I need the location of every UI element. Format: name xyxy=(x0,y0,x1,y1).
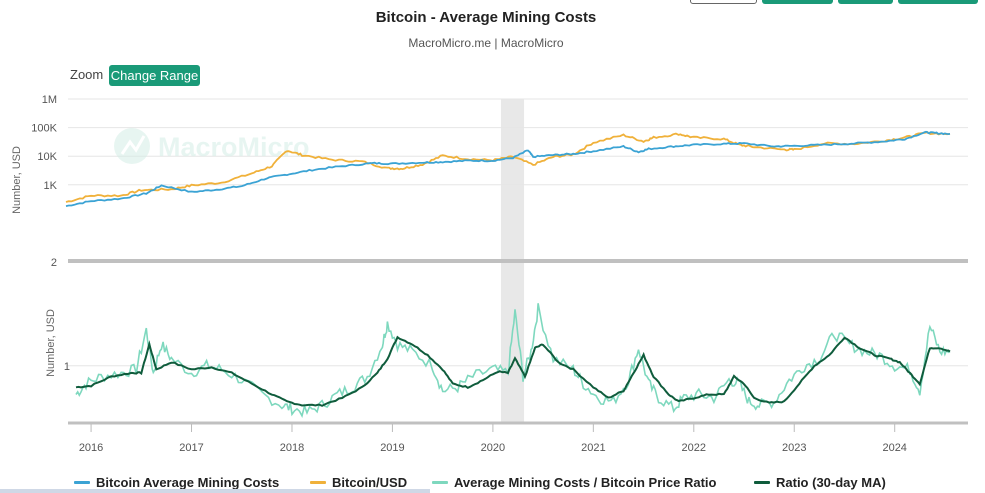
series-line-btc-usd xyxy=(65,131,951,203)
x-tick-label: 2023 xyxy=(782,442,806,454)
legend-label: Bitcoin Average Mining Costs xyxy=(96,475,280,490)
series-line-mining-costs xyxy=(65,130,951,207)
legend-label: Average Mining Costs / Bitcoin Price Rat… xyxy=(454,475,717,490)
y-tick-label: 100K xyxy=(31,123,57,135)
series-line-ratio-ma xyxy=(75,335,951,407)
toolbar-button-outline[interactable] xyxy=(690,0,757,4)
scrollbar-strip[interactable] xyxy=(0,489,430,493)
legend-label: Bitcoin/USD xyxy=(332,475,408,490)
y-tick-label: 1M xyxy=(42,94,57,106)
bottom-series-lines xyxy=(75,303,951,418)
y-tick-label: 2 xyxy=(51,257,57,269)
y-tick-label: 1 xyxy=(64,361,70,373)
watermark-text: MacroMicro xyxy=(158,132,310,162)
chart-subtitle: MacroMicro.me | MacroMicro xyxy=(408,36,564,50)
toolbar-button-1[interactable] xyxy=(762,0,833,4)
x-tick-label: 2018 xyxy=(280,442,304,454)
legend-swatch-ratio xyxy=(432,481,448,485)
toolbar-button-3[interactable] xyxy=(898,0,978,4)
toolbar-button-2[interactable] xyxy=(838,0,893,4)
series-line-ratio xyxy=(75,303,951,418)
change-range-button[interactable]: Change Range xyxy=(109,65,200,86)
x-tick-label: 2019 xyxy=(380,442,404,454)
x-tick-label: 2021 xyxy=(581,442,605,454)
chart-title: Bitcoin - Average Mining Costs xyxy=(375,9,597,26)
legend-swatch-btc-usd xyxy=(310,481,326,485)
x-tick-label: 2016 xyxy=(79,442,103,454)
top-series-lines xyxy=(65,130,951,207)
legend-swatch-ratio-ma xyxy=(754,481,770,485)
x-tick-label: 2024 xyxy=(882,442,906,454)
y-tick-label: 10K xyxy=(37,151,57,163)
x-tick-label: 2017 xyxy=(179,442,203,454)
x-tick-label: 2020 xyxy=(481,442,505,454)
watermark-logo: MacroMicro xyxy=(114,128,310,164)
chart-area[interactable]: MacroMicro Number, USD Number, USD 1M 100… xyxy=(0,0,985,470)
bottom-y-axis-title: Number, USD xyxy=(45,309,57,377)
legend-swatch-mining-costs xyxy=(74,481,90,485)
legend-item-btc-usd[interactable]: Bitcoin/USD xyxy=(310,475,407,490)
x-axis-ticks: 2016 2017 2018 2019 2020 2021 2022 2023 2024 xyxy=(79,424,907,454)
top-y-axis-title: Number, USD xyxy=(11,146,23,214)
legend-item-mining-costs[interactable]: Bitcoin Average Mining Costs xyxy=(74,475,279,490)
x-tick-label: 2022 xyxy=(682,442,706,454)
legend-label: Ratio (30-day MA) xyxy=(776,475,886,490)
top-y-axis-ticks: 1M 100K 10K 1K 2 xyxy=(31,94,57,269)
y-tick-label: 1K xyxy=(44,180,58,192)
zoom-label: Zoom xyxy=(70,67,104,82)
legend-item-ratio-ma[interactable]: Ratio (30-day MA) xyxy=(754,475,886,490)
legend-item-ratio[interactable]: Average Mining Costs / Bitcoin Price Rat… xyxy=(432,475,716,490)
